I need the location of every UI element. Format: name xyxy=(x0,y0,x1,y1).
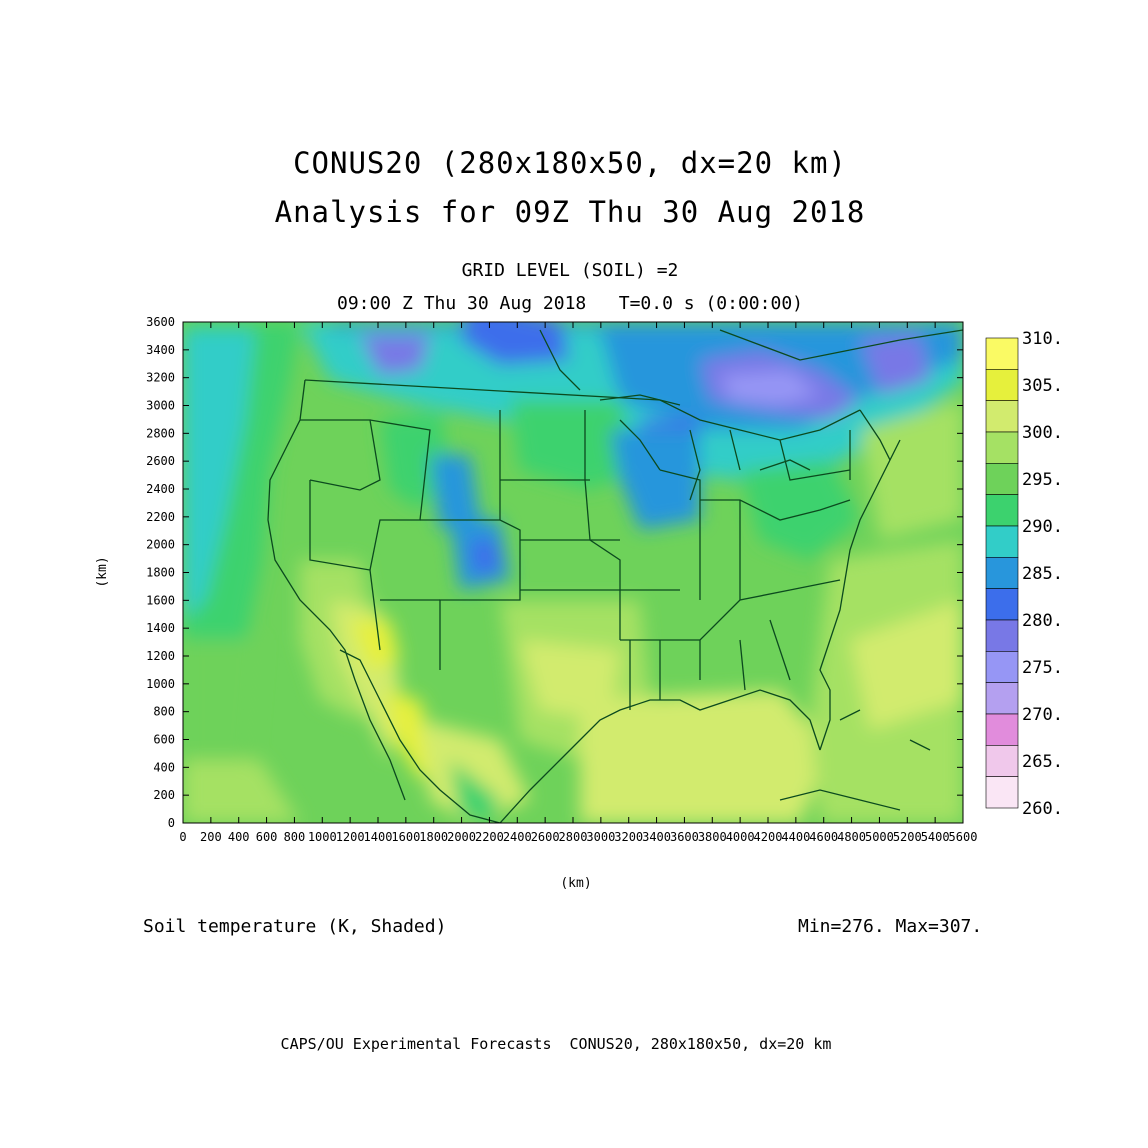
x-tick-label: 2800 xyxy=(559,830,588,844)
x-tick-label: 5200 xyxy=(893,830,922,844)
x-tick-label: 4600 xyxy=(809,830,838,844)
colorbar-label: 295. xyxy=(1022,470,1063,490)
y-tick-label: 200 xyxy=(153,788,175,802)
colorbar-swatch xyxy=(985,463,1019,495)
x-tick-label: 4800 xyxy=(837,830,866,844)
x-tick-label: 1800 xyxy=(419,830,448,844)
x-tick-label: 400 xyxy=(228,830,250,844)
colorbar-label: 265. xyxy=(1022,752,1063,772)
colorbar-label: 300. xyxy=(1022,423,1063,443)
plot-title-line1: CONUS20 (280x180x50, dx=20 km) xyxy=(293,146,847,180)
valid-time-label: 09:00 Z Thu 30 Aug 2018 T=0.0 s (0:00:00… xyxy=(337,293,803,314)
x-tick-label: 2000 xyxy=(447,830,476,844)
y-tick-label: 400 xyxy=(153,760,175,774)
x-tick-label: 4400 xyxy=(781,830,810,844)
colorbar-swatch xyxy=(985,431,1019,464)
colorbar-swatch xyxy=(985,651,1019,683)
y-tick-label: 1200 xyxy=(146,649,175,663)
y-tick-label: 3000 xyxy=(146,399,175,413)
colorbar-label: 270. xyxy=(1022,705,1063,725)
y-tick-label: 2400 xyxy=(146,482,175,496)
colorbar-swatch xyxy=(985,525,1019,558)
y-tick-label: 2800 xyxy=(146,426,175,440)
y-axis: 0 200 400 600 800 1000 1200 1400 1600 1800 2000 220… xyxy=(146,315,963,830)
colorbar-label: 260. xyxy=(1022,799,1063,819)
x-tick-label: 800 xyxy=(284,830,306,844)
colorbar-label: 305. xyxy=(1022,376,1063,396)
state-boundaries xyxy=(267,329,963,823)
x-tick-label: 4200 xyxy=(754,830,783,844)
x-tick-label: 3000 xyxy=(586,830,615,844)
y-tick-label: 800 xyxy=(153,705,175,719)
x-tick-label: 5000 xyxy=(865,830,894,844)
colorbar-label: 275. xyxy=(1022,658,1063,678)
colorbar-label: 290. xyxy=(1022,517,1063,537)
x-axis-label: (km) xyxy=(560,876,591,891)
y-tick-label: 1600 xyxy=(146,593,175,607)
x-tick-label: 0 xyxy=(179,830,186,844)
colorbar-swatch xyxy=(985,713,1019,746)
y-tick-label: 3400 xyxy=(146,343,175,357)
x-tick-label: 2400 xyxy=(503,830,532,844)
x-tick-label: 1000 xyxy=(308,830,337,844)
x-tick-label: 3800 xyxy=(698,830,727,844)
colorbar-swatch xyxy=(985,588,1019,621)
colorbar-swatch xyxy=(985,682,1019,715)
colorbar-label: 310. xyxy=(1022,329,1063,349)
x-tick-label: 4000 xyxy=(726,830,755,844)
y-tick-label: 2600 xyxy=(146,454,175,468)
x-tick-label: 1600 xyxy=(391,830,420,844)
colorbar-swatch xyxy=(985,745,1019,777)
x-tick-label: 2200 xyxy=(475,830,504,844)
x-tick-label: 600 xyxy=(256,830,278,844)
plot-title-line2: Analysis for 09Z Thu 30 Aug 2018 xyxy=(274,195,866,229)
footer-credit: CAPS/OU Experimental Forecasts CONUS20, … xyxy=(280,1035,832,1053)
y-tick-label: 1800 xyxy=(146,566,175,580)
x-tick-label: 5400 xyxy=(921,830,950,844)
y-tick-label: 0 xyxy=(168,816,175,830)
y-tick-label: 3600 xyxy=(146,315,175,329)
x-tick-label: 1400 xyxy=(364,830,393,844)
y-axis-label: (km) xyxy=(95,556,110,587)
y-tick-label: 2000 xyxy=(146,538,175,552)
x-tick-label: 200 xyxy=(200,830,222,844)
min-max-label: Min=276. Max=307. xyxy=(798,916,983,937)
colorbar-swatch xyxy=(985,494,1019,527)
y-tick-label: 3200 xyxy=(146,371,175,385)
colorbar-swatch xyxy=(985,337,1019,370)
x-tick-label: 2600 xyxy=(531,830,560,844)
x-tick-label: 1200 xyxy=(336,830,365,844)
field-label: Soil temperature (K, Shaded) xyxy=(143,916,447,937)
grid-level-label: GRID LEVEL (SOIL) =2 xyxy=(461,260,679,281)
colorbar-swatch xyxy=(985,369,1019,401)
y-tick-label: 600 xyxy=(153,733,175,747)
colorbar-swatch xyxy=(985,400,1019,433)
colorbar-swatch xyxy=(985,619,1019,652)
x-tick-label: 5600 xyxy=(949,830,978,844)
y-tick-label: 2200 xyxy=(146,510,175,524)
x-tick-label: 3200 xyxy=(614,830,643,844)
colorbar-swatch xyxy=(985,557,1019,589)
x-tick-label: 3400 xyxy=(642,830,671,844)
x-axis: 0 200 400 600 800 100012001400160018002000220… xyxy=(179,322,977,844)
colorbar-swatch xyxy=(985,776,1019,809)
colorbar-label: 285. xyxy=(1022,564,1063,584)
colorbar-label: 280. xyxy=(1022,611,1063,631)
y-tick-label: 1000 xyxy=(146,677,175,691)
colorbar: 310. 305. 300. 295. 290. 285. 280. 275. 270. 265.… xyxy=(985,329,1063,819)
x-tick-label: 3600 xyxy=(670,830,699,844)
y-tick-label: 1400 xyxy=(146,621,175,635)
shaded-field xyxy=(183,322,963,823)
